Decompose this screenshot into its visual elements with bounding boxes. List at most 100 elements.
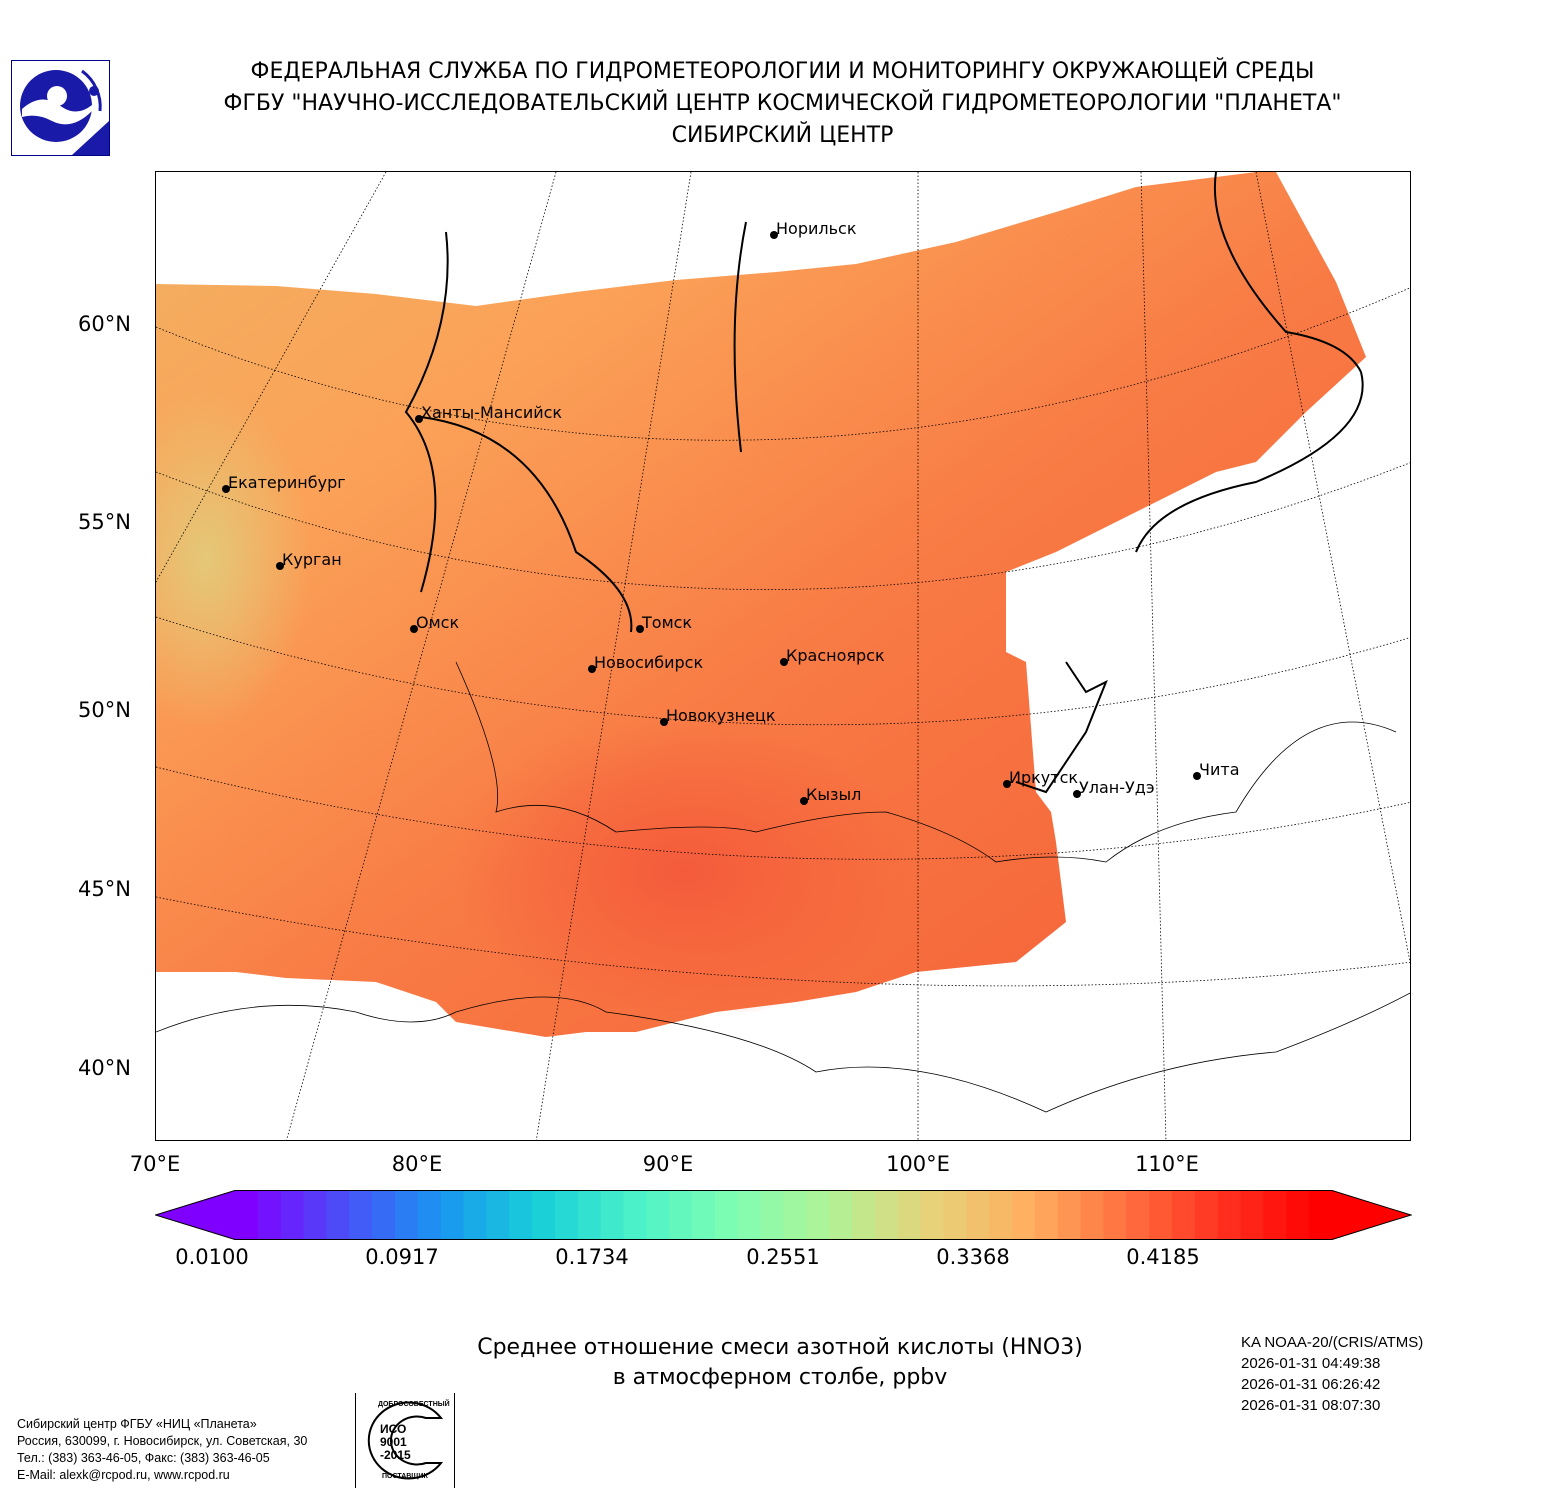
colorbar-segment xyxy=(394,1190,419,1240)
iso-badge: ИСО 9001 -2015 ДОБРОСОВЕСТНЫЙ ПОСТАВЩИК xyxy=(355,1393,455,1488)
colorbar-segment xyxy=(1263,1190,1287,1240)
iso-text: 9001 xyxy=(380,1435,407,1449)
lon-label-90: 90°E xyxy=(642,1152,694,1176)
city-label: Новосибирск xyxy=(594,653,704,672)
colorbar-tick: 0.2551 xyxy=(746,1245,820,1269)
city-label: Иркутск xyxy=(1009,768,1079,787)
city-dot-icon xyxy=(588,665,596,673)
map-caption: Среднее отношение смеси азотной кислоты … xyxy=(380,1333,1180,1393)
colorbar-segment xyxy=(1240,1190,1265,1240)
pass-time: 2026-01-31 06:26:42 xyxy=(1241,1376,1381,1393)
satellite-info: KA NOAA-20/(CRIS/ATMS) 2026-01-31 04:49:… xyxy=(1241,1332,1423,1416)
colorbar-segment xyxy=(760,1190,785,1240)
city-label: Омск xyxy=(416,613,460,632)
colorbar-segment xyxy=(235,1190,259,1240)
colorbar-segment xyxy=(1217,1190,1242,1240)
footer-line: E-Mail: alexk@rcpod.ru, www.rcpod.ru xyxy=(17,1468,230,1482)
colorbar-segment xyxy=(600,1190,625,1240)
colorbar-segment xyxy=(714,1190,739,1240)
colorbar-segment xyxy=(532,1190,556,1240)
city-label: Екатеринбург xyxy=(228,473,346,492)
colorbar-segment xyxy=(943,1190,967,1240)
colorbar-segment xyxy=(280,1190,305,1240)
colorbar-segment xyxy=(966,1190,990,1240)
city-dot-icon xyxy=(222,485,230,493)
iso-text: ДОБРОСОВЕСТНЫЙ xyxy=(378,1401,450,1408)
satellite-name: KA NOAA-20/(CRIS/ATMS) xyxy=(1241,1334,1424,1351)
iso-text: ПОСТАВЩИК xyxy=(382,1473,428,1480)
colorbar-tick: 0.1734 xyxy=(555,1245,629,1269)
footer-line: Сибирский центр ФГБУ «НИЦ «Планета» xyxy=(17,1417,257,1431)
city-label: Ханты-Мансийск xyxy=(421,403,563,422)
city-dot-icon xyxy=(1003,780,1011,788)
colorbar-segment xyxy=(1172,1190,1196,1240)
colorbar-segment xyxy=(577,1190,602,1240)
colorbar-tick: 0.0917 xyxy=(365,1245,439,1269)
caption-line-1: Среднее отношение смеси азотной кислоты … xyxy=(477,1335,1083,1360)
colorbar-segment xyxy=(509,1190,533,1240)
city-label: Новокузнецк xyxy=(666,706,776,725)
city-dot-icon xyxy=(1073,790,1081,798)
city-label: Красноярск xyxy=(786,646,885,665)
colorbar-segment xyxy=(1194,1190,1219,1240)
colorbar-tick: 0.4185 xyxy=(1126,1245,1200,1269)
lat-label-45: 45°N xyxy=(78,877,131,901)
city-dot-icon xyxy=(660,718,668,726)
colorbar-segment xyxy=(417,1190,442,1240)
colorbar-segment xyxy=(874,1190,899,1240)
iso-text: -2015 xyxy=(380,1448,411,1462)
lon-label-110: 110°E xyxy=(1135,1152,1199,1176)
colorbar-segment xyxy=(440,1190,465,1240)
city-dot-icon xyxy=(780,658,788,666)
header-line-1: ФЕДЕРАЛЬНАЯ СЛУЖБА ПО ГИДРОМЕТЕОРОЛОГИИ … xyxy=(250,59,1315,84)
colorbar-tick: 0.3368 xyxy=(936,1245,1010,1269)
colorbar-min-extend xyxy=(155,1190,235,1240)
lon-label-80: 80°E xyxy=(391,1152,443,1176)
caption-line-2: в атмосферном столбе, ppbv xyxy=(612,1365,948,1390)
colorbar-segment xyxy=(257,1190,282,1240)
city-label: Улан-Удэ xyxy=(1079,778,1155,797)
city-label: Курган xyxy=(282,550,342,569)
colorbar-segment xyxy=(852,1190,876,1240)
header-line-2: ФГБУ "НАУЧНО-ИССЛЕДОВАТЕЛЬСКИЙ ЦЕНТР КОС… xyxy=(223,91,1342,116)
pass-time: 2026-01-31 08:07:30 xyxy=(1241,1397,1381,1414)
colorbar xyxy=(155,1190,1412,1240)
colorbar-segment xyxy=(554,1190,579,1240)
city-dot-icon xyxy=(770,231,778,239)
iso-text: ИСО xyxy=(380,1422,407,1436)
city-dot-icon xyxy=(800,797,808,805)
colorbar-segment xyxy=(349,1190,373,1240)
colorbar-tick: 0.0100 xyxy=(175,1245,249,1269)
lat-label-50: 50°N xyxy=(78,698,131,722)
colorbar-segment xyxy=(372,1190,396,1240)
lon-label-100: 100°E xyxy=(886,1152,950,1176)
colorbar-segment xyxy=(669,1190,693,1240)
colorbar-segment xyxy=(1034,1190,1059,1240)
colorbar-segment xyxy=(737,1190,762,1240)
colorbar-segment xyxy=(692,1190,716,1240)
city-dot-icon xyxy=(410,625,418,633)
colorbar-segment xyxy=(1286,1190,1310,1240)
colorbar-segment xyxy=(486,1190,510,1240)
city-dot-icon xyxy=(276,562,284,570)
city-label: Норильск xyxy=(776,219,857,238)
borders xyxy=(156,661,1410,1113)
colorbar-segment xyxy=(1080,1190,1105,1240)
colorbar-segment xyxy=(303,1190,328,1240)
footer-line: Тел.: (383) 363-46-05, Факс: (383) 363-4… xyxy=(17,1451,270,1465)
colorbar-segment xyxy=(1103,1190,1127,1240)
colorbar-segment xyxy=(897,1190,922,1240)
colorbar-segment xyxy=(806,1190,830,1240)
colorbar-segment xyxy=(829,1190,853,1240)
city-dot-icon xyxy=(1193,772,1201,780)
header-line-3: СИБИРСКИЙ ЦЕНТР xyxy=(671,123,894,148)
map-canvas xyxy=(156,172,1410,1140)
city-dot-icon xyxy=(636,625,644,633)
lat-label-60: 60°N xyxy=(78,312,131,336)
lat-label-55: 55°N xyxy=(78,510,131,534)
city-label: Кызыл xyxy=(806,785,862,804)
colorbar-segment xyxy=(623,1190,647,1240)
colorbar-segment xyxy=(1057,1190,1082,1240)
colorbar-segment xyxy=(646,1190,670,1240)
footer-line: Россия, 630099, г. Новосибирск, ул. Сове… xyxy=(17,1434,308,1448)
